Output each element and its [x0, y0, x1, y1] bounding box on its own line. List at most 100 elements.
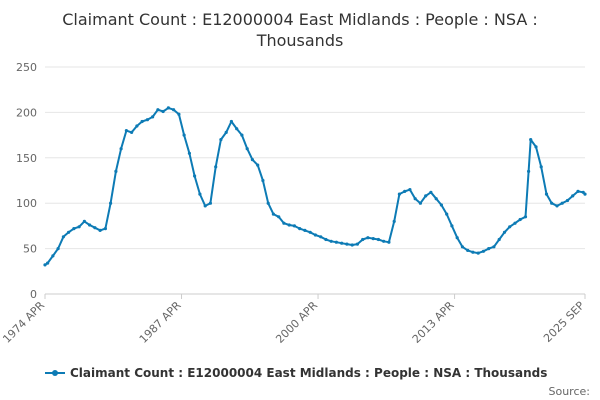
data-point[interactable]	[229, 119, 233, 124]
data-point[interactable]	[397, 192, 401, 196]
data-point[interactable]	[361, 237, 365, 242]
data-point[interactable]	[224, 130, 228, 134]
data-point[interactable]	[282, 221, 286, 225]
data-point[interactable]	[387, 240, 391, 244]
data-point[interactable]	[145, 118, 149, 122]
data-point[interactable]	[576, 189, 580, 193]
data-point[interactable]	[376, 237, 380, 242]
data-point[interactable]	[466, 248, 470, 252]
data-point[interactable]	[445, 212, 449, 216]
data-point[interactable]	[82, 219, 86, 223]
data-point[interactable]	[508, 225, 512, 229]
data-point[interactable]	[539, 165, 543, 169]
data-point[interactable]	[166, 106, 170, 110]
data-point[interactable]	[334, 240, 338, 244]
data-point[interactable]	[439, 203, 443, 207]
data-point[interactable]	[172, 108, 176, 112]
data-point[interactable]	[88, 223, 92, 227]
data-point[interactable]	[434, 197, 438, 201]
data-point[interactable]	[513, 221, 517, 225]
data-point[interactable]	[261, 178, 265, 183]
data-point[interactable]	[408, 188, 412, 192]
data-point[interactable]	[93, 226, 97, 230]
data-point[interactable]	[187, 151, 191, 155]
data-point[interactable]	[450, 224, 454, 228]
data-point[interactable]	[523, 215, 528, 219]
data-point[interactable]	[124, 129, 128, 133]
data-point[interactable]	[182, 133, 186, 137]
data-point[interactable]	[534, 145, 538, 149]
data-point[interactable]	[313, 233, 317, 237]
data-point[interactable]	[455, 236, 459, 240]
data-point[interactable]	[198, 192, 202, 196]
data-point[interactable]	[46, 261, 50, 265]
data-point[interactable]	[151, 115, 155, 119]
data-point[interactable]	[492, 245, 496, 249]
data-point[interactable]	[544, 192, 549, 196]
data-point[interactable]	[382, 239, 386, 243]
data-point[interactable]	[497, 237, 501, 242]
data-point[interactable]	[355, 242, 359, 246]
data-point[interactable]	[119, 147, 123, 151]
data-point[interactable]	[487, 247, 491, 251]
data-point[interactable]	[518, 217, 522, 222]
data-point[interactable]	[476, 251, 480, 255]
data-point[interactable]	[103, 227, 107, 231]
data-point[interactable]	[245, 147, 249, 151]
data-point[interactable]	[214, 165, 218, 169]
data-point[interactable]	[319, 235, 323, 239]
data-point[interactable]	[240, 133, 244, 137]
data-point[interactable]	[571, 194, 575, 198]
data-point[interactable]	[550, 201, 554, 205]
data-point[interactable]	[350, 243, 354, 247]
data-point[interactable]	[43, 263, 47, 267]
data-point[interactable]	[109, 201, 113, 205]
data-point[interactable]	[460, 245, 464, 249]
data-point[interactable]	[203, 204, 207, 208]
data-point[interactable]	[403, 189, 407, 193]
data-point[interactable]	[193, 174, 197, 178]
data-point[interactable]	[371, 237, 375, 241]
data-point[interactable]	[502, 230, 507, 234]
data-point[interactable]	[366, 236, 370, 240]
data-point[interactable]	[345, 242, 349, 246]
data-point[interactable]	[527, 169, 531, 173]
data-point[interactable]	[429, 190, 433, 194]
data-point[interactable]	[277, 215, 281, 219]
data-point[interactable]	[287, 223, 291, 227]
data-point[interactable]	[583, 192, 587, 196]
data-point[interactable]	[177, 112, 181, 116]
data-point[interactable]	[77, 225, 81, 229]
data-point[interactable]	[324, 237, 328, 242]
data-point[interactable]	[51, 254, 55, 258]
data-point[interactable]	[392, 219, 396, 223]
data-point[interactable]	[565, 198, 570, 203]
data-point[interactable]	[471, 250, 475, 254]
data-point[interactable]	[298, 227, 302, 231]
data-point[interactable]	[560, 201, 564, 205]
data-point[interactable]	[555, 204, 559, 208]
data-point[interactable]	[292, 224, 296, 228]
data-point[interactable]	[308, 230, 312, 234]
data-point[interactable]	[72, 227, 76, 231]
data-point[interactable]	[424, 194, 428, 198]
data-point[interactable]	[481, 249, 485, 253]
data-point[interactable]	[418, 201, 422, 205]
data-point[interactable]	[56, 247, 60, 251]
data-point[interactable]	[135, 124, 139, 128]
data-point[interactable]	[130, 130, 134, 134]
data-point[interactable]	[256, 163, 260, 167]
data-point[interactable]	[266, 201, 270, 205]
data-point[interactable]	[329, 239, 333, 243]
data-point[interactable]	[271, 212, 275, 216]
data-point[interactable]	[208, 201, 212, 205]
data-point[interactable]	[413, 197, 417, 201]
data-point[interactable]	[340, 241, 344, 245]
data-point[interactable]	[67, 230, 71, 234]
data-point[interactable]	[98, 228, 102, 232]
data-point[interactable]	[161, 109, 165, 114]
data-point[interactable]	[140, 119, 144, 124]
data-point[interactable]	[235, 127, 239, 131]
data-point[interactable]	[219, 138, 223, 142]
data-point[interactable]	[156, 108, 160, 112]
